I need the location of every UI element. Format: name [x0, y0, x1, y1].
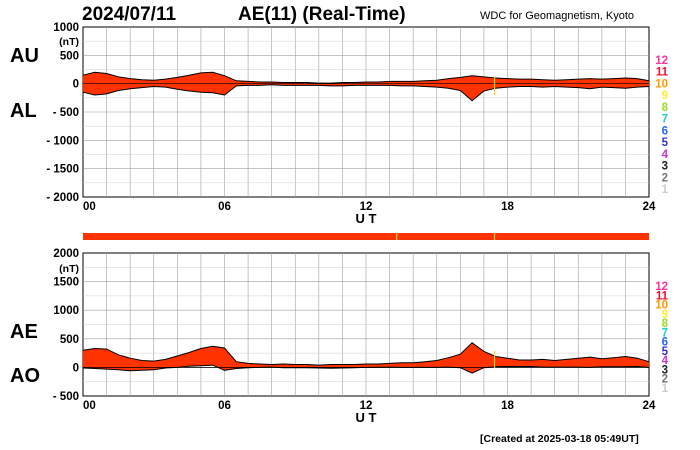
data-source: WDC for Geomagnetism, Kyoto [480, 10, 635, 22]
band-area-1 [83, 342, 649, 374]
x-tick-label: 12 [360, 400, 373, 412]
x-tick-label: 24 [643, 400, 656, 412]
x-tick-label: 00 [83, 201, 96, 213]
station-count-label: 7 [662, 327, 668, 339]
station-count-label: 2 [662, 374, 668, 386]
station-count-label: 7 [662, 114, 668, 126]
plot-title: AE(11) (Real-Time) [238, 4, 406, 25]
station-count-label: 6 [662, 125, 668, 137]
x-tick-label: 06 [218, 201, 231, 213]
station-count-label: 9 [662, 309, 668, 321]
y-unit-label: (nT) [59, 263, 79, 275]
station-count-label: 8 [662, 102, 669, 114]
y-tick-label: 0 [73, 362, 79, 374]
series-label-ae: AE [10, 321, 38, 343]
series-line-upper-1 [82, 342, 650, 366]
station-count-label: 5 [662, 346, 669, 358]
series-label-ao: AO [10, 365, 40, 387]
band-area-0 [83, 72, 649, 101]
series-label-au: AU [10, 45, 39, 67]
station-count-label: 2 [662, 172, 668, 184]
y-tick-label: 1000 [53, 22, 79, 34]
y-unit-label: (nT) [59, 36, 79, 48]
station-count-label: 12 [655, 55, 668, 67]
y-tick-label: 2000 [53, 248, 79, 260]
y-tick-label: - 500 [53, 107, 79, 119]
station-count-label: 8 [662, 318, 669, 330]
x-tick-label: 18 [501, 201, 514, 213]
series-line-upper-0 [82, 71, 650, 84]
y-tick-label: 500 [60, 50, 79, 62]
x-tick-label: 06 [218, 400, 231, 412]
station-count-label: 10 [655, 78, 668, 90]
station-count-bar [83, 233, 649, 240]
y-tick-label: 1500 [53, 277, 79, 289]
station-count-label: 1 [662, 184, 669, 196]
station-count-label: 5 [662, 137, 669, 149]
station-count-label: 4 [662, 355, 669, 367]
series-line-lower-0 [82, 84, 650, 102]
station-count-label: 12 [655, 281, 668, 293]
station-count-label: 6 [662, 337, 668, 349]
y-tick-label: 0 [73, 79, 79, 91]
y-tick-label: 1000 [53, 305, 79, 317]
plot-date: 2024/07/11 [82, 4, 177, 25]
y-tick-label: 500 [60, 334, 79, 346]
x-tick-label: 00 [83, 400, 96, 412]
station-count-label: 10 [655, 300, 668, 312]
y-tick-label: - 500 [53, 391, 79, 403]
x-axis-label: U T [356, 410, 377, 425]
y-tick-label: - 1500 [46, 164, 79, 176]
y-tick-label: - 1000 [46, 135, 79, 147]
station-count-label: 4 [662, 149, 669, 161]
station-count-label: 3 [662, 161, 668, 173]
creation-timestamp: [Created at 2025-03-18 05:49UT] [480, 433, 639, 445]
series-label-al: AL [10, 100, 37, 122]
x-tick-label: 18 [501, 400, 514, 412]
station-count-label: 3 [662, 364, 668, 376]
station-count-label: 1 [662, 383, 669, 395]
y-tick-label: - 2000 [46, 192, 79, 204]
x-tick-label: 24 [643, 201, 656, 213]
x-axis-label: U T [356, 211, 377, 226]
x-tick-label: 12 [360, 201, 373, 213]
station-count-label: 11 [656, 290, 669, 302]
station-count-label: 9 [662, 90, 668, 102]
station-count-label: 11 [656, 67, 669, 79]
